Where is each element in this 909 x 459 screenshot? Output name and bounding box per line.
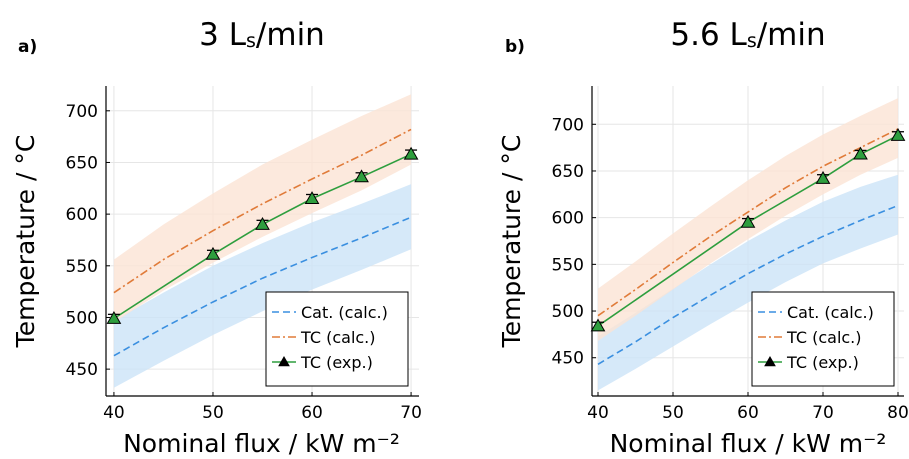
legend-marker bbox=[278, 355, 290, 367]
data-point-marker bbox=[890, 127, 906, 141]
x-tick-label: 40 bbox=[587, 403, 609, 423]
chart-title: 5.6 Ls/min bbox=[670, 17, 825, 53]
data-point-marker bbox=[304, 191, 320, 205]
series-band-0 bbox=[598, 174, 898, 391]
legend: Cat. (calc.) TC (calc.) TC (exp.) bbox=[751, 291, 895, 387]
x-tick-label: 50 bbox=[662, 403, 684, 423]
x-tick-label: 70 bbox=[400, 403, 422, 423]
y-tick-label: 450 bbox=[552, 349, 584, 369]
chart-title-subscript: s bbox=[246, 30, 256, 52]
legend-marker bbox=[764, 355, 776, 367]
data-point-marker bbox=[740, 214, 756, 228]
y-tick-label: 550 bbox=[66, 257, 98, 277]
y-tick-label: 700 bbox=[66, 102, 98, 122]
x-axis-title: Nominal flux / kW m⁻² bbox=[610, 429, 887, 458]
x-tick-label: 50 bbox=[202, 403, 224, 423]
x-tick-label: 70 bbox=[812, 403, 834, 423]
panel-a: 40 50 60 70 450 500 550 600 650 700 a) 3 Ls/min Nomi… bbox=[11, 17, 422, 458]
data-point-marker bbox=[255, 216, 270, 230]
legend-box bbox=[751, 291, 895, 387]
chart-title-main: 5.6 L bbox=[670, 17, 747, 53]
y-tick-label: 550 bbox=[552, 255, 584, 275]
legend-label: TC (calc.) bbox=[786, 328, 862, 347]
y-tick-label: 450 bbox=[66, 360, 98, 380]
y-tick-label: 650 bbox=[552, 162, 584, 182]
y-axis-title: Temperature / °C bbox=[497, 135, 526, 349]
chart-title-suffix: /min bbox=[757, 17, 826, 53]
series-band-0 bbox=[113, 184, 412, 388]
data-point-marker bbox=[590, 318, 606, 332]
y-axis-title: Temperature / °C bbox=[11, 135, 40, 349]
y-tick-label: 500 bbox=[66, 308, 98, 328]
y-tick-label: 600 bbox=[552, 209, 584, 229]
panel-letter: b) bbox=[505, 37, 525, 57]
legend-label: Cat. (calc.) bbox=[787, 303, 874, 322]
x-tick-label: 80 bbox=[887, 403, 909, 423]
x-tick-label: 40 bbox=[103, 403, 125, 423]
legend-box bbox=[265, 291, 409, 387]
data-point-marker bbox=[205, 246, 221, 260]
series-line-0 bbox=[597, 204, 899, 365]
data-point-marker bbox=[853, 146, 868, 160]
y-tick-label: 600 bbox=[66, 205, 98, 225]
data-point-marker bbox=[403, 146, 419, 160]
data-point-marker bbox=[354, 169, 369, 183]
x-tick-label: 60 bbox=[301, 403, 323, 423]
series-band-1 bbox=[113, 94, 412, 323]
legend-label: Cat. (calc.) bbox=[301, 303, 388, 322]
y-tick-label: 700 bbox=[552, 115, 584, 135]
series-line-0 bbox=[113, 216, 412, 357]
data-point-marker bbox=[106, 310, 122, 324]
chart-title: 3 Ls/min bbox=[199, 17, 325, 53]
legend-label: TC (exp.) bbox=[786, 353, 859, 372]
y-tick-label: 650 bbox=[66, 153, 98, 173]
series-line-1 bbox=[113, 128, 412, 294]
series-line-2 bbox=[113, 153, 412, 320]
chart-title-subscript: s bbox=[747, 30, 757, 52]
x-tick-label: 60 bbox=[737, 403, 759, 423]
legend-label: TC (calc.) bbox=[300, 328, 376, 347]
panel-b: 40 50 60 70 80 450 500 550 600 650 700 b) 5.6 Ls/min… bbox=[497, 17, 909, 458]
data-point-marker bbox=[815, 170, 831, 184]
chart-title-suffix: /min bbox=[256, 17, 325, 53]
chart-title-main: 3 L bbox=[199, 17, 247, 53]
x-axis-title: Nominal flux / kW m⁻² bbox=[123, 429, 400, 458]
panel-letter: a) bbox=[18, 37, 37, 57]
legend-label: TC (exp.) bbox=[300, 353, 373, 372]
legend: Cat. (calc.) TC (calc.) TC (exp.) bbox=[265, 291, 409, 387]
series-line-1 bbox=[597, 128, 899, 317]
y-tick-label: 500 bbox=[552, 302, 584, 322]
